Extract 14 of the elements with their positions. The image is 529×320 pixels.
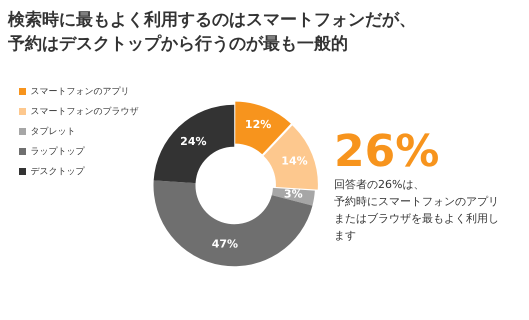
text: 予約時にスマートフォンのアプリまたはブラウザを最もよく利用します bbox=[334, 194, 500, 244]
data-label: 12% bbox=[244, 118, 272, 132]
text: 回答者の26%は、 bbox=[334, 176, 426, 192]
data-label: 24% bbox=[180, 134, 207, 148]
legend-label: タブレット bbox=[30, 126, 76, 137]
data-label: 3% bbox=[284, 188, 303, 201]
legend-label: スマートフォンのアプリ bbox=[30, 86, 130, 97]
legend-label: ラップトップ bbox=[30, 146, 86, 157]
data-label: 47% bbox=[212, 237, 238, 250]
legend-label: デスクトップ bbox=[30, 166, 86, 177]
data-label: 14% bbox=[281, 154, 308, 168]
text: 26% bbox=[334, 126, 440, 176]
chart-title: 検索時に最もよく利用するのはスマートフォンだが、予約はデスクトップから行うのが最も一般的 bbox=[8, 9, 417, 56]
legend-label: スマートフォンのブラウザ bbox=[30, 106, 138, 117]
